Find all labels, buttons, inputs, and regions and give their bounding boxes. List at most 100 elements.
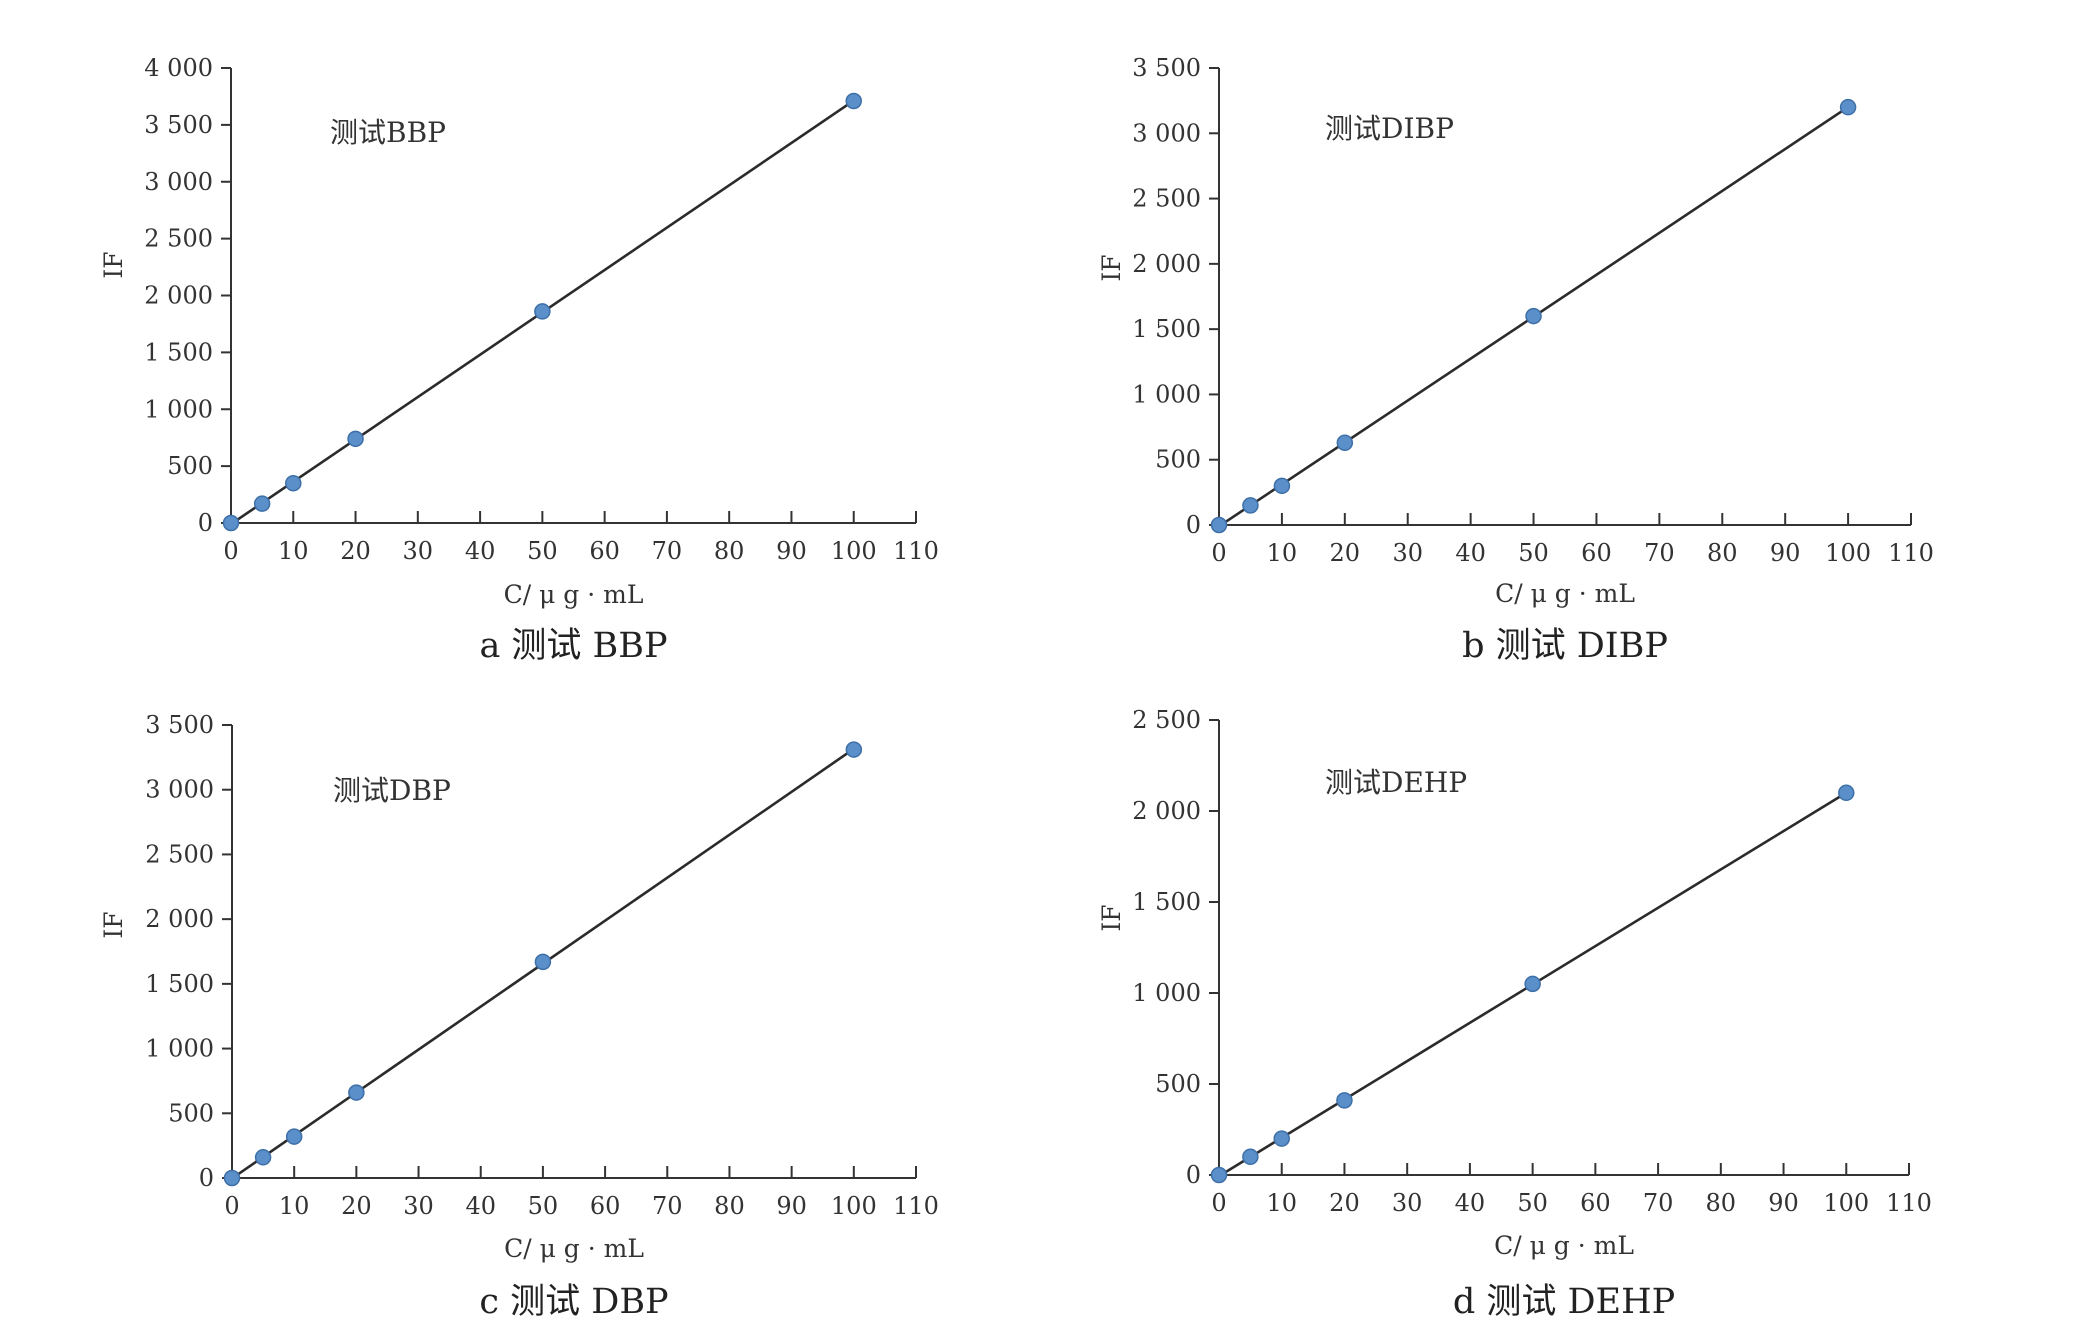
data-point	[845, 741, 863, 758]
y-axis-title: IF	[99, 911, 128, 938]
chart-panel-a: 0 500 1 000 1 500 2 000 2 500 3 000 3 500 4 000 0…	[99, 54, 939, 666]
y-tick-label: 1 500	[144, 338, 213, 366]
y-axis-title: IF	[99, 251, 128, 278]
data-point	[253, 495, 271, 512]
x-tick-label: 90	[776, 1192, 807, 1220]
x-tick-label: 60	[589, 537, 620, 565]
y-tick-label: 2 500	[1132, 706, 1201, 734]
x-tick-label: 100	[831, 537, 877, 565]
data-point	[1210, 516, 1228, 534]
x-tick-label: 100	[1823, 1189, 1869, 1217]
y-tick-label: 0	[199, 1164, 214, 1192]
y-axis-title: IF	[1097, 254, 1126, 281]
data-point	[1524, 975, 1541, 993]
x-tick-label: 10	[278, 537, 309, 565]
x-tick-label: 20	[340, 537, 371, 565]
x-tick-label: 90	[1768, 1189, 1799, 1217]
panel-caption: b 测试 DIBP	[1462, 626, 1668, 666]
x-tick-label: 100	[831, 1192, 877, 1220]
x-tick-label: 20	[341, 1192, 372, 1220]
chart-title: 测试DIBP	[1325, 112, 1454, 145]
x-tick-label: 10	[279, 1192, 310, 1220]
y-tick-label: 2 000	[1132, 250, 1201, 278]
x-tick-label: 10	[1266, 1189, 1297, 1217]
x-tick-label: 80	[714, 537, 745, 565]
y-tick-label: 4 000	[144, 54, 213, 82]
y-tick-label: 3 000	[145, 776, 214, 804]
y-tick-label: 1 000	[1132, 979, 1201, 1007]
x-tick-label: 0	[1211, 1189, 1226, 1217]
chart-panel-b: 0 500 1 000 1 500 2 000 2 500 3 000 3 500 0 10 20 3…	[1097, 54, 1934, 666]
x-tick-label: 40	[465, 537, 496, 565]
x-tick-label: 0	[1211, 539, 1226, 567]
x-axis-title: C/ μ g · mL	[1494, 1231, 1634, 1260]
x-tick-label: 80	[714, 1192, 745, 1220]
y-tick-label: 3 500	[1132, 54, 1201, 82]
x-tick-label: 30	[1392, 1189, 1423, 1217]
panel-caption: c 测试 DBP	[479, 1282, 668, 1322]
y-tick-label: 3 500	[144, 111, 213, 139]
data-point	[1838, 784, 1855, 802]
y-tick-label: 1 000	[144, 395, 213, 423]
data-point	[347, 430, 364, 448]
data-point	[223, 1169, 241, 1187]
x-tick-label: 50	[1517, 1189, 1548, 1217]
y-tick-label: 1 500	[145, 970, 214, 998]
y-tick-label: 3 500	[145, 711, 214, 739]
x-tick-label: 30	[403, 1192, 434, 1220]
x-tick-label: 80	[1707, 539, 1738, 567]
x-tick-label: 50	[1518, 539, 1549, 567]
chart-title: 测试DEHP	[1325, 766, 1467, 799]
x-tick-label: 20	[1330, 539, 1361, 567]
data-point	[254, 1149, 272, 1166]
x-tick-label: 50	[527, 537, 558, 565]
x-axis-title: C/ μ g · mL	[504, 1234, 644, 1263]
chart-title: 测试DBP	[333, 774, 451, 807]
panel-caption: a 测试 BBP	[479, 626, 667, 666]
x-tick-label: 110	[1886, 1189, 1932, 1217]
y-tick-label: 0	[1186, 511, 1201, 539]
x-tick-label: 30	[403, 537, 434, 565]
x-tick-label: 60	[1580, 1189, 1611, 1217]
chart-panel-c: 0 500 1 000 1 500 2 000 2 500 3 000 3 500 0 10 20 3…	[99, 711, 939, 1322]
x-tick-label: 110	[893, 537, 939, 565]
x-tick-label: 60	[1581, 539, 1612, 567]
x-tick-label: 110	[1888, 539, 1934, 567]
x-tick-label: 70	[1644, 539, 1675, 567]
data-point	[1839, 98, 1857, 116]
y-tick-label: 1 500	[1132, 315, 1201, 343]
x-tick-label: 40	[465, 1192, 496, 1220]
data-point	[1336, 1092, 1353, 1109]
y-tick-label: 2 000	[1132, 797, 1201, 825]
x-tick-label: 30	[1392, 539, 1423, 567]
x-tick-label: 70	[652, 1192, 683, 1220]
data-point	[285, 1128, 303, 1145]
y-tick-label: 1 500	[1132, 888, 1201, 916]
x-tick-label: 60	[590, 1192, 621, 1220]
x-tick-label: 20	[1329, 1189, 1360, 1217]
x-tick-label: 0	[224, 1192, 239, 1220]
y-tick-label: 2 000	[144, 282, 213, 310]
y-tick-label: 500	[1155, 1070, 1201, 1098]
x-tick-label: 80	[1706, 1189, 1737, 1217]
y-tick-label: 1 000	[145, 1035, 214, 1063]
x-tick-label: 40	[1455, 539, 1486, 567]
y-tick-label: 2 000	[145, 905, 214, 933]
y-tick-label: 500	[1155, 446, 1201, 474]
data-point	[534, 953, 552, 971]
x-tick-label: 110	[893, 1192, 939, 1220]
x-tick-label: 0	[223, 537, 238, 565]
chart-title: 测试BBP	[330, 116, 446, 149]
y-tick-label: 2 500	[1132, 185, 1201, 213]
panel-caption: d 测试 DEHP	[1453, 1282, 1675, 1322]
x-axis-title: C/ μ g · mL	[1495, 579, 1635, 608]
y-tick-label: 3 000	[1132, 119, 1201, 147]
data-point	[1336, 434, 1354, 451]
y-tick-label: 0	[1186, 1161, 1201, 1189]
y-tick-label: 1 000	[1132, 380, 1201, 408]
data-point	[1273, 1130, 1290, 1147]
data-point	[1242, 1148, 1259, 1166]
x-tick-label: 40	[1455, 1189, 1486, 1217]
x-tick-label: 90	[776, 537, 807, 565]
